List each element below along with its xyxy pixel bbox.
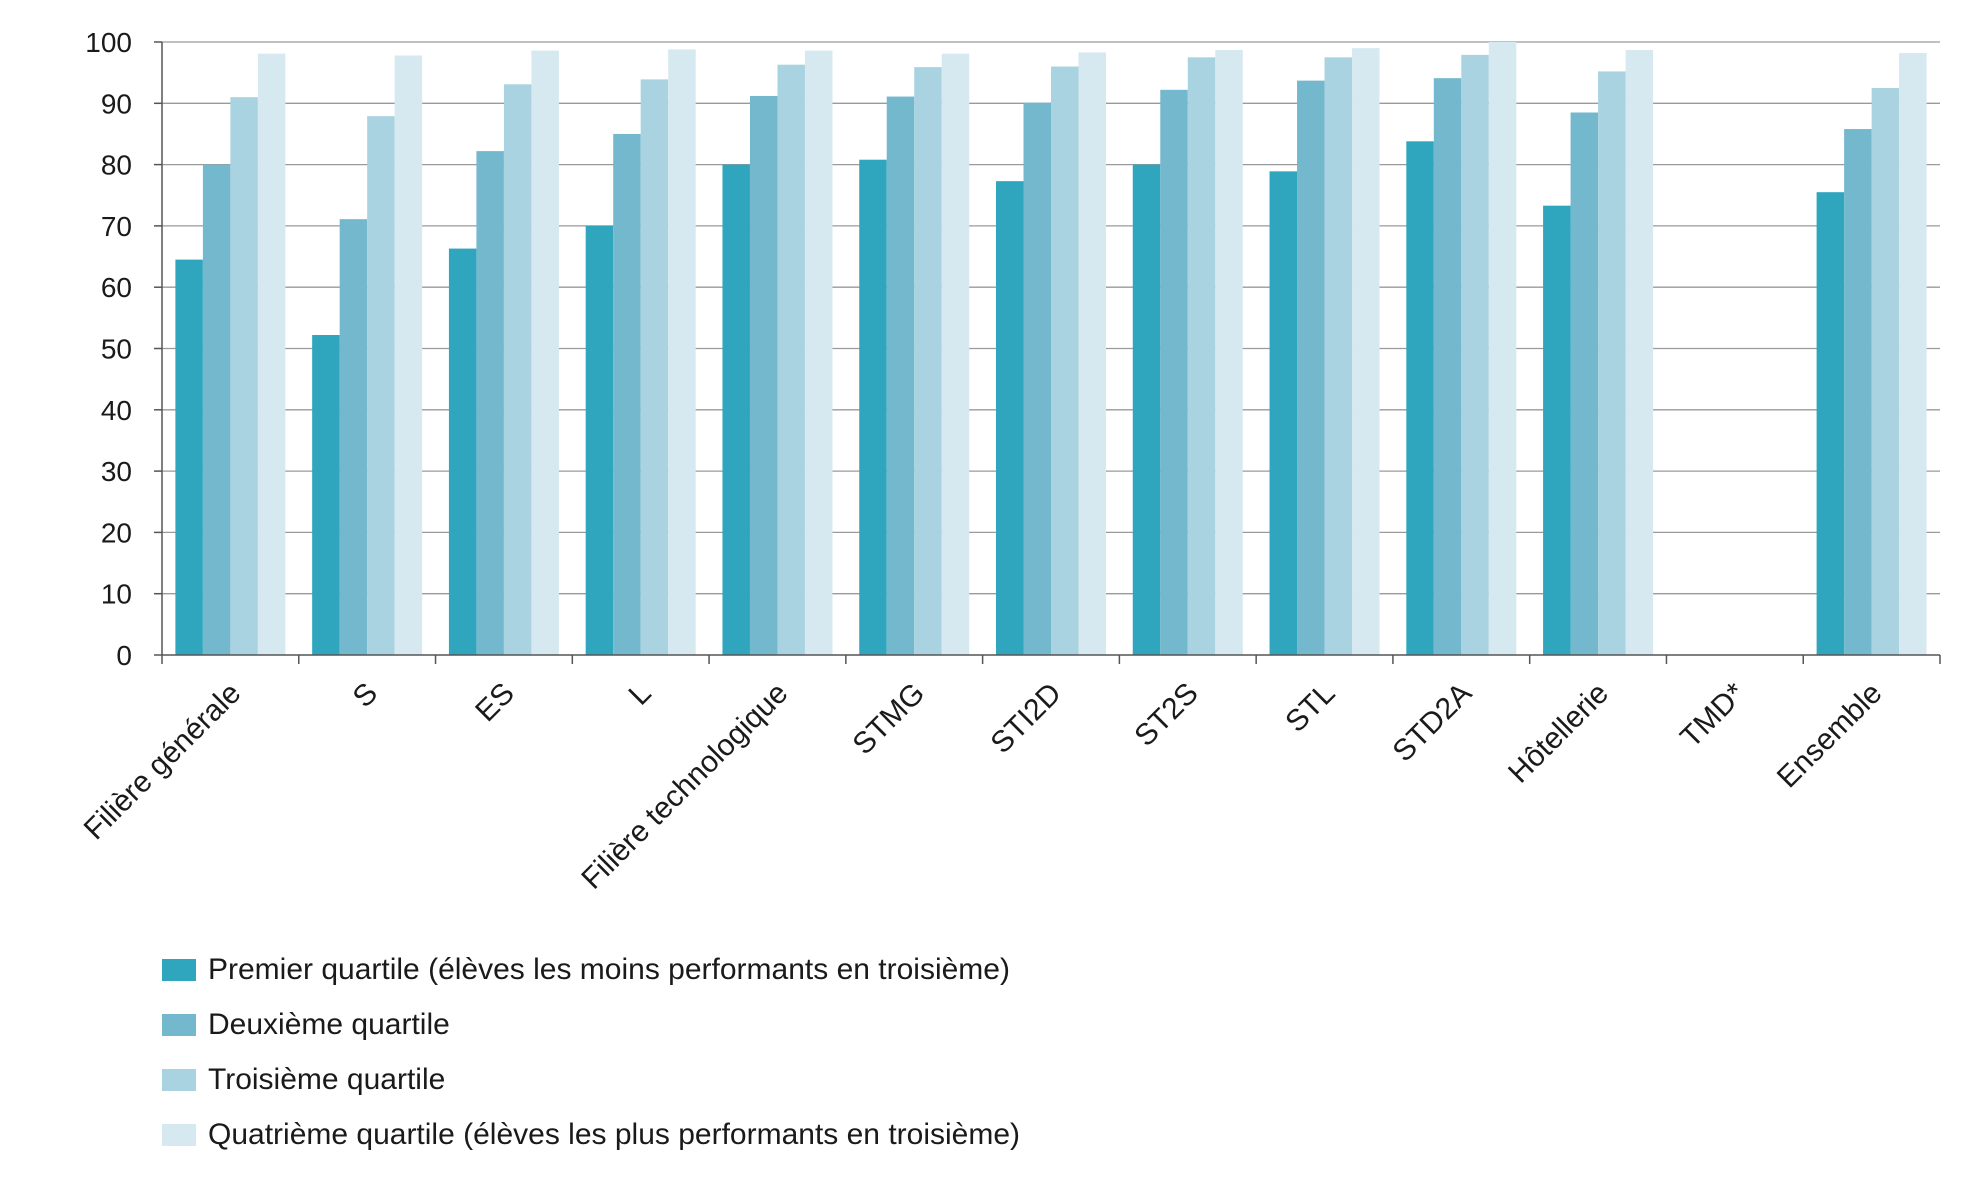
bar (312, 335, 340, 655)
x-category-label: STD2A (1387, 677, 1479, 769)
y-tick-label: 100 (85, 27, 132, 58)
bar (804, 50, 833, 655)
bar (476, 151, 504, 655)
y-tick-label: 60 (101, 272, 132, 303)
bar (941, 53, 970, 656)
y-tick-label: 50 (101, 334, 132, 365)
bar (202, 164, 231, 655)
bar (1132, 164, 1161, 655)
y-tick-label: 20 (101, 517, 132, 548)
bar (1570, 112, 1599, 656)
bar (640, 79, 669, 655)
bar (722, 164, 750, 655)
bar (503, 84, 532, 655)
bar (1160, 89, 1188, 655)
bars (175, 42, 1927, 656)
bar (1488, 42, 1517, 655)
y-tick-label: 80 (101, 150, 132, 181)
bar (394, 55, 423, 655)
bar (339, 219, 368, 656)
bar (1433, 78, 1462, 656)
bar (1352, 48, 1380, 655)
x-category-label: ST2S (1128, 677, 1204, 753)
y-tick-label: 0 (116, 640, 132, 671)
bar (1461, 54, 1489, 656)
bar (1187, 57, 1216, 655)
bar (749, 95, 778, 656)
y-tick-label: 70 (101, 211, 132, 242)
x-category-label: STMG (847, 677, 932, 762)
legend-label: Troisième quartile (208, 1062, 446, 1096)
bar (1078, 52, 1106, 655)
bar (1543, 205, 1571, 655)
bar (448, 248, 477, 655)
bar (531, 50, 559, 655)
bar (886, 96, 915, 655)
bar (585, 225, 614, 655)
bar (777, 64, 805, 655)
legend: Premier quartile (élèves les moins perfo… (162, 942, 1020, 1162)
legend-label: Deuxième quartile (208, 1007, 450, 1041)
bar (257, 53, 286, 656)
legend-item: Troisième quartile (162, 1052, 1020, 1107)
bar (1871, 87, 1900, 656)
bar (668, 49, 696, 655)
legend-swatch (162, 1013, 196, 1036)
bar (1899, 53, 1927, 656)
bar (1406, 141, 1434, 655)
bar (1023, 102, 1051, 655)
x-category-label: Filière technologique (575, 677, 794, 896)
x-category-label: L (623, 677, 658, 712)
legend-item: Deuxième quartile (162, 997, 1020, 1052)
legend-swatch (162, 1123, 196, 1146)
bar (1598, 71, 1626, 655)
x-category-label: TMD* (1674, 676, 1752, 754)
x-category-label: Filière générale (78, 677, 248, 847)
y-tick-label: 30 (101, 456, 132, 487)
bar (996, 181, 1024, 655)
legend-label: Quatrième quartile (élèves les plus perf… (208, 1117, 1021, 1151)
legend-item: Premier quartile (élèves les moins perfo… (162, 942, 1020, 997)
x-category-label: STL (1279, 677, 1341, 739)
legend-label: Premier quartile (élèves les moins perfo… (208, 952, 1010, 986)
bar-chart: 0 10 20 30 40 50 60 70 80 90 100 Filière générale S… (78, 27, 1941, 896)
bar (1816, 192, 1845, 655)
y-axis-ticks: 0 10 20 30 40 50 60 70 80 90 100 (85, 27, 162, 671)
bar (859, 159, 887, 656)
y-tick-label: 40 (101, 395, 132, 426)
bar (367, 116, 395, 656)
x-category-label: STI2D (984, 677, 1067, 760)
bar (230, 97, 258, 656)
bar (1297, 80, 1325, 655)
y-tick-label: 90 (101, 88, 132, 119)
x-category-label: Ensemble (1771, 677, 1889, 795)
bar (1269, 171, 1298, 655)
bar (1844, 129, 1872, 655)
x-category-label: ES (469, 677, 521, 729)
bar (914, 67, 942, 656)
x-category-label: S (347, 677, 384, 714)
bar (1215, 49, 1243, 656)
bar (1625, 49, 1654, 656)
bar (175, 259, 203, 655)
x-category-label: Hôtellerie (1502, 677, 1615, 790)
legend-swatch (162, 1068, 196, 1091)
bar (1051, 66, 1079, 655)
y-tick-label: 10 (101, 579, 132, 610)
bar (613, 133, 641, 655)
legend-item: Quatrième quartile (élèves les plus perf… (162, 1107, 1020, 1162)
bar (1324, 57, 1353, 655)
legend-swatch (162, 958, 196, 981)
